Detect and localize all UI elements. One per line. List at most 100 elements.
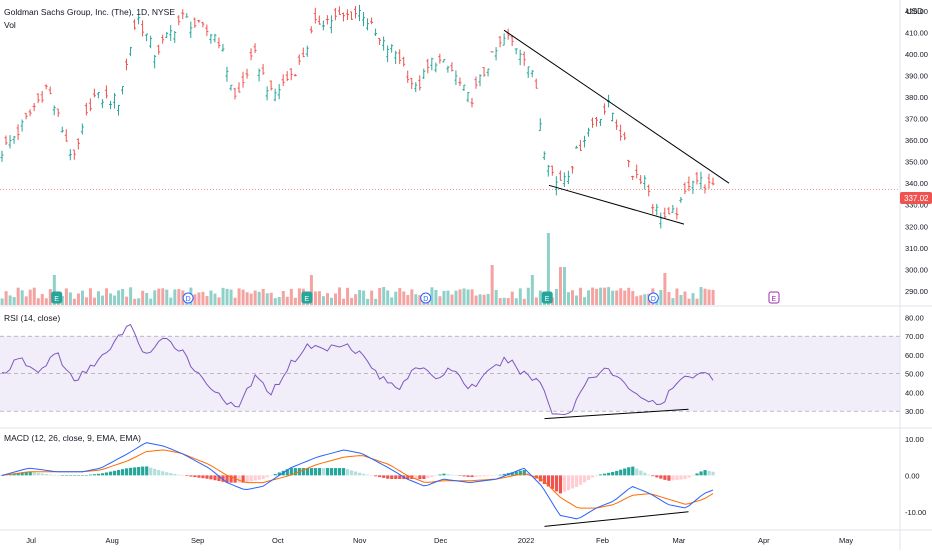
volume-bar: [113, 295, 117, 305]
macd-histogram-bar: [362, 473, 366, 476]
volume-bar: [161, 288, 165, 305]
volume-bar: [237, 288, 241, 305]
macd-histogram-bar: [422, 475, 426, 479]
event-marker-label: E: [304, 296, 309, 303]
volume-bar: [225, 288, 229, 305]
volume-bar: [358, 290, 362, 305]
macd-histogram-bar: [125, 468, 129, 476]
macd-histogram-bar: [181, 475, 185, 476]
volume-bar: [430, 287, 434, 305]
price-tick-label: 370.00: [905, 115, 928, 124]
volume-bar: [48, 289, 52, 305]
volume-bar: [699, 287, 703, 305]
time-tick-label: Feb: [596, 536, 609, 545]
macd-histogram-bar: [510, 472, 514, 476]
volume-bar: [68, 292, 72, 305]
time-tick-label: Jul: [26, 536, 36, 545]
earnings-marker: [768, 291, 780, 304]
macd-histogram-bar: [52, 475, 56, 476]
volume-bar: [342, 298, 346, 305]
volume-bar: [546, 233, 550, 305]
macd-histogram-bar: [257, 475, 261, 480]
volume-bar: [595, 288, 599, 305]
macd-histogram-bar: [76, 475, 81, 476]
macd-histogram-bar: [121, 469, 125, 476]
volume-bar: [16, 287, 20, 305]
volume-bar: [233, 297, 237, 305]
macd-histogram-bar: [149, 467, 153, 476]
volume-bar: [571, 290, 575, 305]
dividend-marker: [182, 292, 194, 304]
volume-bar: [153, 290, 157, 305]
volume-bar: [514, 298, 518, 305]
macd-histogram-bar: [269, 475, 273, 476]
volume-bar: [631, 290, 635, 305]
volume-bar: [474, 295, 478, 305]
macd-histogram-bar: [374, 475, 378, 477]
dividend-marker: [420, 292, 432, 304]
volume-bar: [197, 292, 201, 305]
macd-histogram-bar: [80, 475, 85, 476]
volume-bar: [703, 288, 707, 305]
macd-histogram-bar: [56, 475, 60, 476]
volume-bars: [0, 233, 715, 305]
macd-histogram-bar: [129, 467, 133, 476]
event-marker-label: D: [423, 296, 428, 303]
macd-histogram-bar: [317, 468, 322, 476]
volume-bar: [466, 289, 470, 305]
volume-bar: [482, 294, 486, 305]
macd-histogram-bar: [474, 475, 478, 477]
volume-bar: [84, 297, 88, 305]
macd-histogram-bar: [24, 472, 28, 476]
macd-histogram-bar: [253, 475, 257, 481]
macd-histogram-bar: [667, 475, 671, 481]
macd-histogram-bar: [177, 474, 181, 476]
volume-bar: [257, 291, 261, 305]
macd-histogram-bar: [570, 475, 575, 489]
volume-bar: [40, 294, 44, 305]
volume-bar: [125, 296, 129, 305]
macd-histogram-bar: [550, 475, 555, 489]
volume-bar: [691, 293, 695, 305]
macd-histogram-bar: [229, 475, 233, 483]
macd-histogram-bar: [687, 475, 691, 478]
volume-bar: [362, 290, 366, 305]
price-tick-label: 310.00: [905, 244, 928, 253]
macd-histogram-bar: [133, 467, 137, 476]
macd-histogram-bar: [378, 475, 382, 478]
volume-bar: [458, 289, 462, 305]
volume-bar: [277, 297, 281, 305]
volume-bar: [209, 290, 213, 305]
time-tick-label: May: [839, 536, 853, 545]
volume-bar: [711, 289, 715, 305]
volume-bar: [321, 296, 325, 305]
macd-histogram-bar: [225, 475, 229, 483]
macd-histogram-bar: [104, 472, 109, 476]
macd-histogram-bar: [414, 475, 418, 479]
price-tick-label: 350.00: [905, 158, 928, 167]
macd-histogram-bar: [595, 475, 599, 476]
macd-histogram-bar: [189, 475, 193, 477]
event-marker-label: E: [772, 296, 777, 303]
macd-histogram-bar: [116, 469, 121, 476]
volume-bar: [663, 273, 667, 305]
macd-histogram-bar: [651, 475, 655, 477]
macd-histogram-bar: [273, 474, 277, 476]
macd-histogram-bar: [353, 471, 358, 476]
volume-bar: [667, 292, 671, 305]
price-tick-label: 400.00: [905, 50, 928, 59]
macd-histogram-bar: [522, 470, 526, 476]
macd-divergence-line: [544, 511, 689, 527]
macd-histogram-bar: [84, 475, 89, 476]
macd-histogram-bar: [313, 468, 318, 476]
macd-histogram-bar: [277, 472, 281, 476]
volume-bar: [32, 287, 36, 305]
last-price-value: 337.02: [904, 194, 929, 203]
macd-histogram-bar: [28, 471, 32, 476]
volume-bar: [165, 289, 169, 305]
macd-title: MACD (12, 26, close, 9, EMA, EMA): [4, 433, 141, 443]
earnings-marker: [51, 291, 63, 304]
volume-bar: [583, 297, 587, 305]
